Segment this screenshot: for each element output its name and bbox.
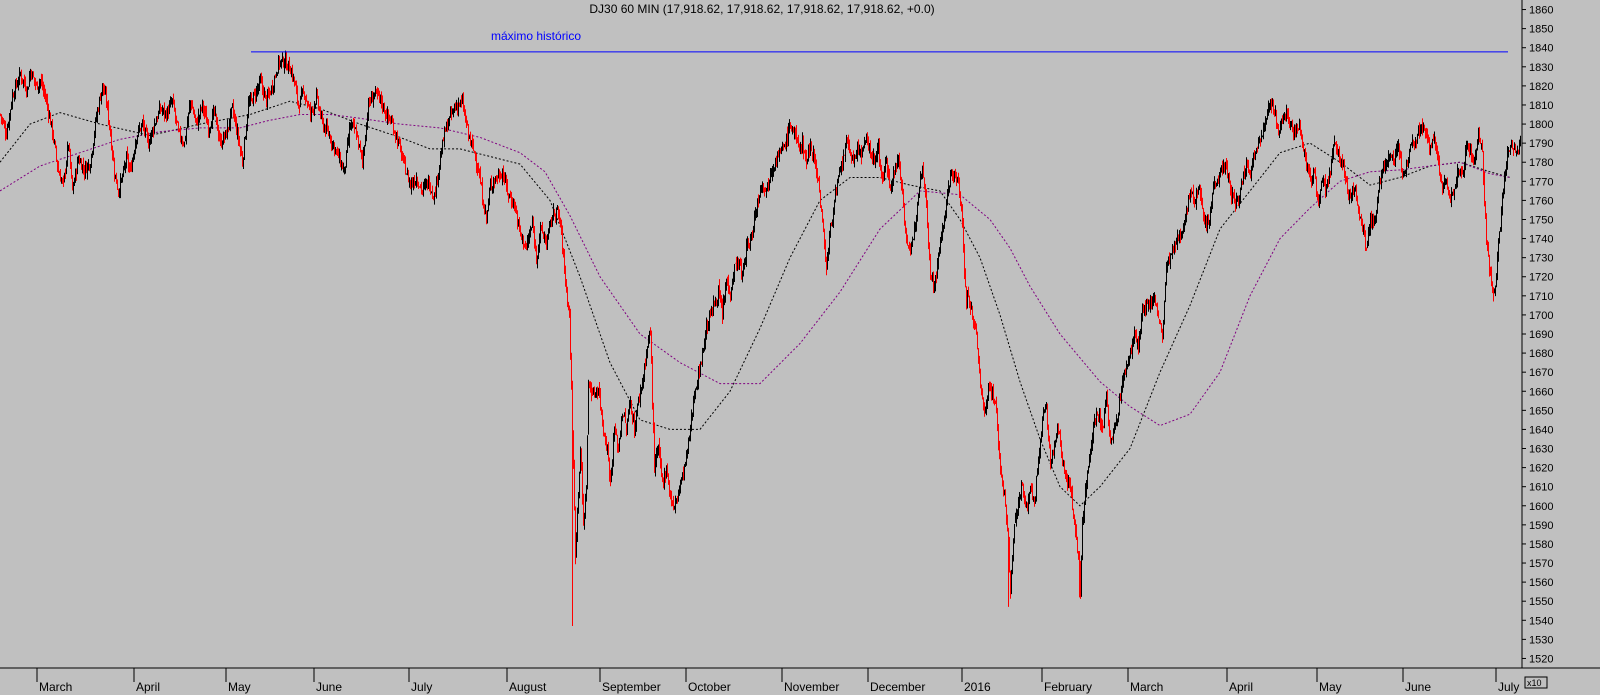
x-tick-label: October bbox=[688, 680, 731, 694]
x-tick-label: February bbox=[1044, 680, 1092, 694]
y-tick-label: 1710 bbox=[1529, 291, 1553, 303]
chart-title: DJ30 60 MIN (17,918.62, 17,918.62, 17,91… bbox=[589, 2, 934, 16]
y-tick-label: 1620 bbox=[1529, 463, 1553, 475]
y-tick-label: 1740 bbox=[1529, 234, 1553, 246]
x-tick-label: April bbox=[1229, 680, 1253, 694]
x-tick-label: May bbox=[1319, 680, 1342, 694]
y-tick-label: 1770 bbox=[1529, 176, 1553, 188]
x-axis: March April May June July August September Octo… bbox=[0, 667, 1600, 694]
y-tick-label: 1550 bbox=[1529, 596, 1553, 608]
x-tick-label: August bbox=[509, 680, 547, 694]
y-tick-label: 1670 bbox=[1529, 367, 1553, 379]
y-tick-label: 1640 bbox=[1529, 424, 1553, 436]
y-tick-label: 1560 bbox=[1529, 577, 1553, 589]
x-tick-label: March bbox=[39, 680, 72, 694]
x-tick-label: November bbox=[784, 680, 839, 694]
y-tick-label: 1660 bbox=[1529, 386, 1553, 398]
y-tick-label: 1810 bbox=[1529, 100, 1553, 112]
x-tick-label: June bbox=[1405, 680, 1431, 694]
plot-background bbox=[0, 0, 1522, 668]
x-tick-label: March bbox=[1130, 680, 1163, 694]
y-tick-label: 1730 bbox=[1529, 253, 1553, 265]
y-tick-label: 1630 bbox=[1529, 444, 1553, 456]
moving-average-line-1 bbox=[0, 100, 1511, 507]
y-tick-label: 1830 bbox=[1529, 62, 1553, 74]
y-tick-label: 1540 bbox=[1529, 615, 1553, 627]
y-tick-label: 1820 bbox=[1529, 81, 1553, 93]
y-tick-label: 1590 bbox=[1529, 520, 1553, 532]
y-tick-label: 1720 bbox=[1529, 272, 1553, 284]
x-tick-label: December bbox=[870, 680, 925, 694]
x-tick-label: May bbox=[228, 680, 251, 694]
y-tick-label: 1760 bbox=[1529, 195, 1553, 207]
y-tick-label: 1600 bbox=[1529, 501, 1553, 513]
y-tick-label: 1860 bbox=[1529, 5, 1553, 17]
moving-averages bbox=[0, 100, 1511, 507]
x-tick-label: April bbox=[136, 680, 160, 694]
annotation-group: máximo histórico bbox=[251, 29, 1508, 53]
candles bbox=[0, 50, 1521, 627]
y-tick-label: 1690 bbox=[1529, 329, 1553, 341]
x-tick-label: July bbox=[411, 680, 432, 694]
annotation-label: máximo histórico bbox=[491, 29, 581, 43]
y-axis: 1520 1530 1540 1550 1560 1570 1580 1590 1600 1610… bbox=[1521, 0, 1553, 668]
y-tick-label: 1680 bbox=[1529, 348, 1553, 360]
y-tick-label: 1580 bbox=[1529, 539, 1553, 551]
y-tick-label: 1750 bbox=[1529, 214, 1553, 226]
y-tick-label: 1610 bbox=[1529, 482, 1553, 494]
y-tick-label: 1570 bbox=[1529, 558, 1553, 570]
x-tick-label: 2016 bbox=[964, 680, 991, 694]
y-tick-label: 1520 bbox=[1529, 653, 1553, 665]
y-tick-label: 1700 bbox=[1529, 310, 1553, 322]
y-tick-label: 1780 bbox=[1529, 157, 1553, 169]
x-tick-label: September bbox=[602, 680, 661, 694]
y-tick-label: 1530 bbox=[1529, 634, 1553, 646]
y-tick-label: 1800 bbox=[1529, 119, 1553, 131]
y-tick-label: 1790 bbox=[1529, 138, 1553, 150]
multiplier-box bbox=[1524, 676, 1548, 689]
x-tick-label: June bbox=[316, 680, 342, 694]
y-tick-label: 1850 bbox=[1529, 24, 1553, 36]
y-tick-label: 1840 bbox=[1529, 43, 1553, 55]
x-tick-label: July bbox=[1498, 680, 1519, 694]
y-tick-label: 1650 bbox=[1529, 405, 1553, 417]
y-multiplier: x10 bbox=[1527, 678, 1542, 688]
